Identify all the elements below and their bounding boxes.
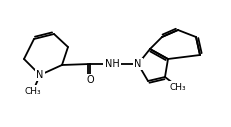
- Text: CH₃: CH₃: [24, 86, 41, 96]
- Text: N: N: [36, 70, 43, 80]
- Text: NH: NH: [104, 59, 119, 69]
- Text: N: N: [134, 59, 141, 69]
- Text: O: O: [86, 75, 93, 85]
- Text: CH₃: CH₃: [169, 83, 185, 91]
